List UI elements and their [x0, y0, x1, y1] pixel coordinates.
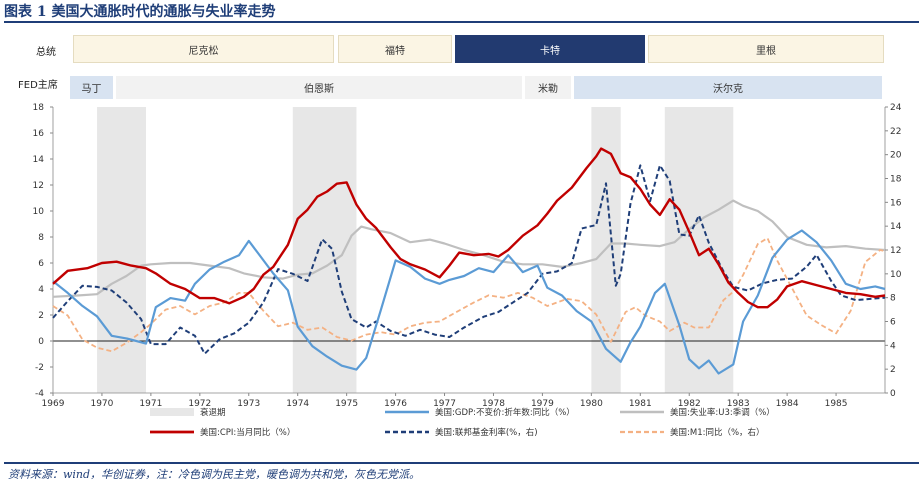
legend-label: 衰退期: [200, 407, 226, 418]
y-left-tick-label: 16: [33, 129, 45, 139]
legend-swatch-recession: [150, 408, 194, 416]
series-layer: [52, 147, 886, 375]
fed-band-volcker: 沃尔克: [574, 76, 882, 99]
y-right-tick-label: 16: [890, 198, 902, 208]
x-tick-label: 1978: [482, 399, 505, 409]
axes-layer: -4-2024681012141618024681012141618202224…: [33, 103, 902, 409]
y-right-tick-label: 24: [890, 103, 902, 113]
y-left-tick-label: 0: [38, 337, 44, 347]
president-row-label: 总统: [36, 47, 56, 58]
x-tick-label: 1979: [531, 399, 554, 409]
x-tick-label: 1977: [433, 399, 456, 409]
x-tick-label: 1975: [335, 399, 358, 409]
fed-band-burns: 伯恩斯: [116, 76, 522, 99]
x-tick-label: 1974: [286, 399, 309, 409]
y-right-tick-label: 20: [890, 151, 902, 161]
recession-layer: [97, 107, 734, 393]
y-right-tick-label: 22: [890, 127, 901, 137]
y-right-tick-label: 10: [890, 270, 902, 280]
x-tick-label: 1981: [629, 399, 652, 409]
recession-band: [97, 107, 146, 393]
fed-row-label: FED主席: [18, 80, 58, 91]
y-right-tick-label: 4: [890, 341, 896, 351]
legend-label: 美国:CPI:当月同比（%）: [200, 427, 295, 438]
y-right-tick-label: 0: [890, 389, 896, 399]
title-rule: [4, 21, 919, 23]
x-tick-label: 1969: [42, 399, 65, 409]
fed-funds-line: [52, 164, 886, 355]
y-right-tick-label: 12: [890, 246, 901, 256]
x-tick-label: 1971: [139, 399, 162, 409]
y-right-tick-label: 14: [890, 222, 902, 232]
y-right-tick-label: 18: [890, 175, 902, 185]
chart-title: 图表 1 美国大通胀时代的通胀与失业率走势: [4, 4, 276, 20]
legend-layer: 衰退期 美国:GDP:不变价:折年数:同比（%） 美国:失业率:U3:季调（%） 美国…: [150, 407, 775, 438]
y-left-tick-label: 8: [38, 233, 44, 243]
gdp-line: [52, 229, 886, 375]
president-band-carter: 卡特: [455, 35, 645, 63]
president-name: 福特: [385, 45, 405, 57]
x-tick-label: 1980: [580, 399, 603, 409]
cpi-line: [52, 147, 886, 309]
m1-line: [52, 237, 886, 353]
legend-label: 美国:联邦基金利率(%，右): [435, 427, 538, 438]
president-band-nixon: 尼克松: [73, 35, 334, 63]
fed-chair-name: 伯恩斯: [304, 84, 334, 95]
president-name: 里根: [756, 45, 776, 57]
y-left-tick-label: 6: [38, 259, 44, 269]
recession-band: [591, 107, 621, 393]
president-name: 尼克松: [188, 45, 219, 57]
x-tick-label: 1972: [188, 399, 211, 409]
recession-band: [292, 107, 357, 393]
y-right-tick-label: 8: [890, 294, 896, 304]
x-tick-label: 1973: [237, 399, 260, 409]
fed-band-miller: 米勒: [525, 76, 571, 99]
y-left-tick-label: 18: [33, 103, 45, 113]
x-tick-label: 1984: [776, 399, 799, 409]
fed-chair-name: 马丁: [81, 84, 102, 95]
x-tick-label: 1970: [90, 399, 113, 409]
x-tick-label: 1976: [384, 399, 407, 409]
x-tick-label: 1985: [825, 399, 848, 409]
y-right-tick-label: 2: [890, 365, 896, 375]
x-tick-label: 1982: [678, 399, 701, 409]
president-name: 卡特: [540, 45, 560, 57]
y-left-tick-label: 14: [33, 155, 45, 165]
y-right-tick-label: 6: [890, 318, 896, 328]
y-left-tick-label: -2: [35, 363, 44, 373]
fed-chair-name: 沃尔克: [713, 84, 743, 95]
footer-rule: [4, 462, 919, 464]
president-band-ford: 福特: [338, 35, 452, 63]
unemployment-line: [52, 199, 886, 298]
y-left-tick-label: 10: [33, 207, 45, 217]
legend-label: 美国:GDP:不变价:折年数:同比（%）: [435, 407, 575, 418]
president-band-reagan: 里根: [648, 35, 884, 63]
recession-band: [664, 107, 734, 393]
fed-chair-name: 米勒: [538, 84, 558, 95]
y-left-tick-label: -4: [35, 389, 44, 399]
y-left-tick-label: 4: [38, 285, 44, 295]
fed-band-martin: 马丁: [70, 76, 113, 99]
y-left-tick-label: 12: [33, 181, 44, 191]
x-tick-label: 1983: [727, 399, 750, 409]
source-note: 资料来源：wind，华创证券，注：冷色调为民主党，暖色调为共和党，灰色无党派。: [8, 468, 421, 481]
legend-label: 美国:失业率:U3:季调（%）: [670, 407, 775, 418]
y-left-tick-label: 2: [38, 311, 44, 321]
legend-label: 美国:M1:同比（%，右）: [670, 427, 765, 438]
